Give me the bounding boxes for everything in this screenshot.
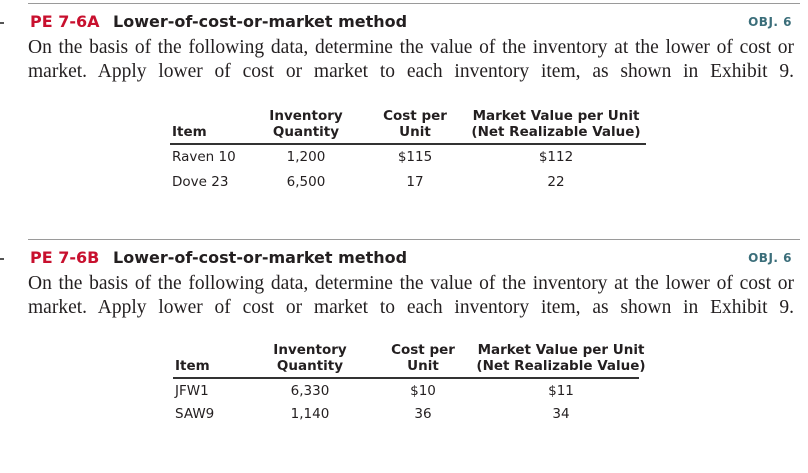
table-cell: SAW9 [175,406,215,422]
instructions: On the basis of the following data, dete… [28,273,794,318]
header-rule [173,377,639,379]
column-header: Item [175,358,210,374]
exercise-title: Lower-of-cost-or-market method [113,12,408,31]
table-cell: $10 [410,383,436,399]
margin-mark [0,22,4,24]
exercise: PE 7-6A Lower-of-cost-or-market method O… [0,0,808,236]
table-cell: 34 [552,406,570,422]
objective: OBJ. 6 [748,15,792,29]
table-cell: 36 [414,406,432,422]
table-cell: 6,500 [286,174,326,190]
table-cell: Raven 10 [172,149,236,165]
exercise-id: PE 7-6B [30,248,100,267]
table-cell: 17 [406,174,424,190]
column-header: Market Value per Unit [477,342,645,358]
column-header: Unit [399,124,431,140]
exercise-title: Lower-of-cost-or-market method [113,248,408,267]
table-cell: 1,200 [286,149,326,165]
table-cell: $112 [538,149,574,165]
exercise: PE 7-6B Lower-of-cost-or-market method O… [0,236,808,472]
column-header: (Net Realizable Value) [476,358,646,374]
rule [28,3,800,4]
table-cell: Dove 23 [172,174,229,190]
column-header: Quantity [272,124,340,140]
margin-mark [0,258,4,260]
table-cell: $11 [548,383,574,399]
table-cell: JFW1 [175,383,209,399]
table-cell: 6,330 [290,383,330,399]
objective: OBJ. 6 [748,251,792,265]
column-header: Item [172,124,207,140]
header-rule [170,143,646,145]
column-header: Inventory [273,342,347,358]
exercise-id: PE 7-6A [30,12,100,31]
table-cell: 1,140 [290,406,330,422]
instructions: On the basis of the following data, dete… [28,37,794,82]
column-header: Market Value per Unit [472,108,640,124]
column-header: Cost per [383,108,447,124]
column-header: Quantity [276,358,344,374]
rule [28,239,800,240]
table: Item Inventory Quantity Cost per Unit Market … [173,342,646,432]
column-header: (Net Realizable Value) [471,124,641,140]
column-header: Unit [407,358,439,374]
table-cell: 22 [547,174,565,190]
table-cell: $115 [397,149,433,165]
table: Item Inventory Quantity Cost per Unit Market … [170,108,648,198]
column-header: Inventory [269,108,343,124]
column-header: Cost per [391,342,455,358]
